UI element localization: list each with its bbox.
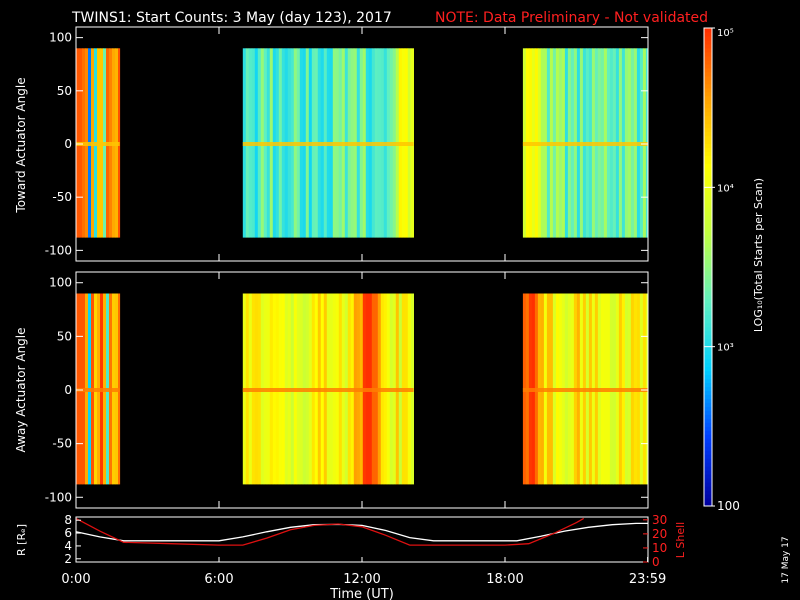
toward-ylabel: Toward Actuator Angle — [14, 77, 28, 213]
colorbar: 10⁵ 10⁴ 10³ 100 — [703, 27, 740, 513]
away-ytick-label: -50 — [52, 437, 72, 451]
toward-zero-band — [242, 142, 414, 146]
colorbar-tick-label: 100 — [717, 499, 740, 513]
lshell-line — [75, 517, 585, 546]
away-zero-band — [242, 388, 414, 392]
toward-segment-2 — [242, 48, 414, 238]
colorbar-tick-label: 10³ — [717, 343, 734, 354]
figure-title: TWINS1: Start Counts: 3 May (day 123), 2… — [71, 10, 392, 26]
colorbar-label: LOG₁₀(Total Starts per Scan) — [752, 178, 765, 332]
toward-zero-band — [522, 142, 648, 146]
toward-ytick-label: 0 — [64, 137, 72, 151]
colorbar-tick-label: 10⁵ — [717, 28, 734, 39]
away-ytick-label: 0 — [64, 383, 72, 397]
toward-ytick-label: 50 — [57, 84, 72, 98]
toward-ytick-label: 100 — [49, 31, 72, 45]
orbit-left-ytick-label: 8 — [64, 513, 72, 527]
x-tick-label: 23:59 — [629, 572, 666, 587]
toward-zero-band — [76, 142, 120, 146]
data-note: NOTE: Data Preliminary - Not validated — [435, 10, 708, 26]
away-heatmap-panel: -100 -50 0 50 100 — [45, 271, 649, 509]
away-ytick-label: 100 — [49, 276, 72, 290]
toward-ytick-label: -50 — [52, 190, 72, 204]
colorbar-tick-label: 10⁴ — [717, 183, 734, 194]
orbit-right-ytick-label: 10 — [652, 541, 667, 555]
x-tick-label: 0:00 — [61, 572, 90, 587]
orbit-left-ylabel: R [Rₑ] — [15, 524, 28, 556]
away-ytick-label: 50 — [57, 329, 72, 343]
date-stamp: 17 May 17 — [781, 536, 791, 583]
away-ytick-label: -100 — [45, 490, 72, 504]
away-ylabel: Away Actuator Angle — [14, 327, 28, 452]
toward-heatmap-panel: -100 -50 0 50 100 — [45, 26, 649, 262]
away-segment-1 — [76, 293, 121, 485]
x-tick-label: 18:00 — [486, 572, 523, 587]
orbit-right-ytick-label: 0 — [652, 555, 660, 569]
away-zero-band — [522, 388, 648, 392]
orbit-left-ytick-label: 6 — [64, 526, 72, 540]
away-zero-band — [76, 388, 120, 392]
orbit-right-ylabel: L Shell — [674, 522, 687, 558]
away-segment-3 — [522, 293, 649, 485]
x-tick-label: 6:00 — [204, 572, 233, 587]
orbit-right-ytick-label: 30 — [652, 513, 667, 527]
away-segment-2 — [242, 293, 414, 485]
toward-segment-3 — [522, 48, 649, 238]
x-axis-label: Time (UT) — [329, 587, 394, 600]
toward-ytick-label: -100 — [45, 243, 72, 257]
orbit-left-ytick-label: 4 — [64, 539, 72, 553]
orbit-left-ytick-label: 2 — [64, 552, 72, 566]
radius-line — [75, 522, 648, 542]
x-tick-label: 12:00 — [343, 572, 380, 587]
orbit-right-ytick-label: 20 — [652, 527, 667, 541]
toward-segment-1 — [76, 48, 121, 238]
